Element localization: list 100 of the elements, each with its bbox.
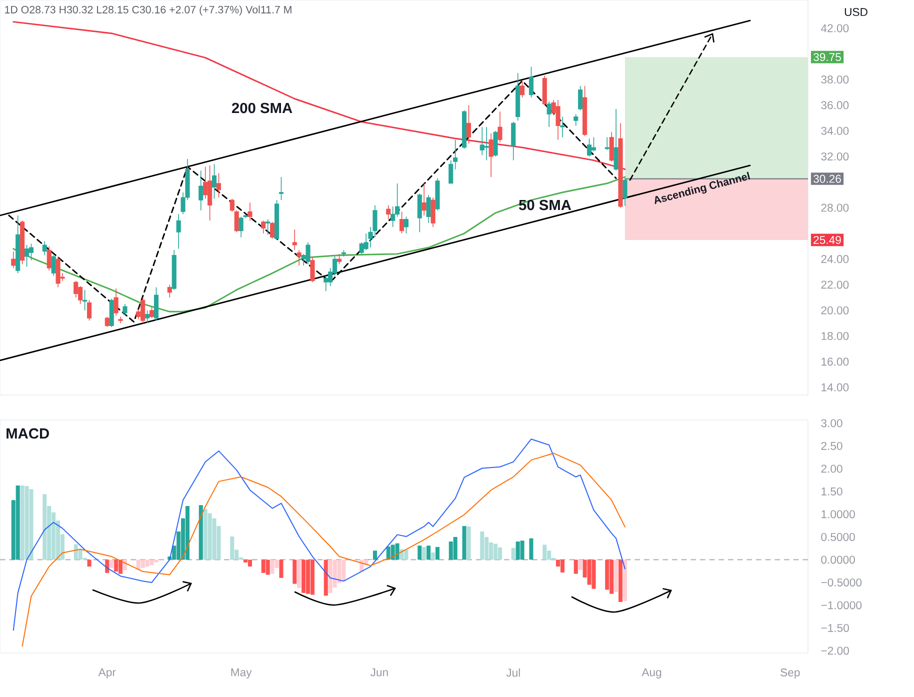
- y-tick-label: 24.00: [821, 255, 849, 264]
- x-tick-label: Aug: [642, 668, 662, 679]
- y-tick-label: 1.0000: [822, 510, 855, 518]
- candlestick: [466, 104, 472, 144]
- bar: [154, 560, 158, 562]
- line-series: [12, 21, 626, 170]
- bar: [511, 548, 516, 560]
- x-tick-label: Jul: [506, 668, 520, 677]
- candlestick: [74, 280, 78, 298]
- bar: [297, 560, 302, 588]
- candlestick: [198, 170, 204, 211]
- candlestick: [586, 138, 592, 157]
- bar: [87, 560, 92, 567]
- candlestick: [216, 172, 222, 198]
- bar: [520, 540, 524, 560]
- candlestick: [386, 204, 391, 220]
- bar: [292, 560, 297, 584]
- candlestick: [167, 284, 172, 298]
- bar: [266, 560, 270, 575]
- candlestick: [448, 160, 454, 184]
- line-series: [12, 438, 626, 631]
- bar: [462, 526, 466, 560]
- candlestick: [261, 220, 266, 234]
- y-tick-label: −2.00: [821, 646, 849, 655]
- bar: [453, 536, 458, 560]
- bar: [574, 560, 578, 574]
- y-tick-label: 1.50: [822, 487, 842, 496]
- bar: [42, 494, 47, 560]
- candlestick: [234, 210, 239, 233]
- y-tick-label: −1.50: [821, 624, 849, 632]
- bar: [587, 560, 592, 585]
- candlestick: [154, 286, 159, 322]
- candlestick: [488, 132, 494, 178]
- y-tick-label: 42.00: [820, 24, 849, 32]
- y-tick-label: 2.50: [821, 442, 842, 450]
- candlestick: [604, 136, 610, 150]
- candlestick: [266, 218, 270, 236]
- bar: [418, 546, 422, 560]
- bar: [279, 560, 284, 578]
- bar: [114, 560, 118, 572]
- candlestick: [270, 221, 275, 239]
- bar: [426, 546, 431, 560]
- bar: [404, 550, 408, 560]
- bar: [310, 560, 314, 595]
- chart-title: 1D O28.73 H30.32 L28.15 C30.16 +2.07 (+7.37%) Vol11.7 M: [5, 6, 292, 16]
- y-tick-label: −1.0000: [821, 601, 862, 610]
- x-tick-label: Jun: [370, 668, 388, 676]
- y-tick-label: 0.5000: [821, 532, 855, 541]
- bar: [622, 560, 627, 602]
- candlestick: [150, 306, 154, 318]
- y-tick-label: 38.00: [821, 76, 849, 84]
- ref-line-label: 30.26: [814, 174, 841, 183]
- y-tick-label: 36.00: [821, 101, 849, 110]
- y-tick-label: −0.5000: [821, 578, 862, 586]
- candlestick: [248, 202, 252, 221]
- candlestick: [51, 254, 56, 276]
- candlestick: [511, 121, 516, 161]
- x-tick-label: Apr: [98, 668, 116, 679]
- candlestick: [528, 66, 534, 98]
- candlestick: [238, 216, 244, 238]
- y-tick-label: 34.00: [821, 126, 849, 135]
- candlestick: [399, 211, 404, 234]
- candlestick: [104, 316, 110, 328]
- bar: [431, 552, 436, 560]
- y-tick-label: 3.00: [821, 419, 842, 428]
- bar: [29, 489, 34, 560]
- candlestick: [560, 116, 565, 138]
- candlestick: [122, 304, 128, 316]
- bar: [529, 538, 534, 560]
- y-tick-label: 16.00: [822, 358, 849, 366]
- y-tick-label: 22.00: [821, 280, 849, 289]
- bar: [395, 543, 400, 560]
- y-tick-label: 28.00: [821, 204, 849, 212]
- bar: [542, 544, 547, 560]
- x-tick-label: Sep: [780, 668, 800, 679]
- bar: [198, 505, 203, 560]
- candlestick: [324, 275, 328, 292]
- band-label: 39.75: [814, 53, 841, 62]
- y-tick-label: 20.00: [821, 306, 849, 314]
- x-tick-label: May: [231, 668, 252, 679]
- candlestick: [230, 198, 234, 212]
- bar: [16, 486, 20, 560]
- bar: [372, 550, 377, 560]
- y-tick-label: 32.00: [821, 152, 849, 160]
- candlestick: [430, 197, 436, 228]
- candlestick: [417, 193, 422, 233]
- bar: [618, 560, 623, 602]
- bar: [578, 560, 582, 570]
- bar: [230, 536, 234, 560]
- candlestick: [46, 246, 52, 272]
- y-tick-label: 18.00: [822, 332, 849, 340]
- bar: [592, 560, 596, 589]
- candlestick: [498, 111, 502, 143]
- bar: [605, 560, 610, 590]
- bar: [560, 560, 564, 572]
- bar: [422, 546, 426, 560]
- bar: [435, 546, 440, 560]
- bar: [105, 560, 110, 573]
- candlestick: [278, 176, 284, 200]
- bar: [480, 532, 484, 560]
